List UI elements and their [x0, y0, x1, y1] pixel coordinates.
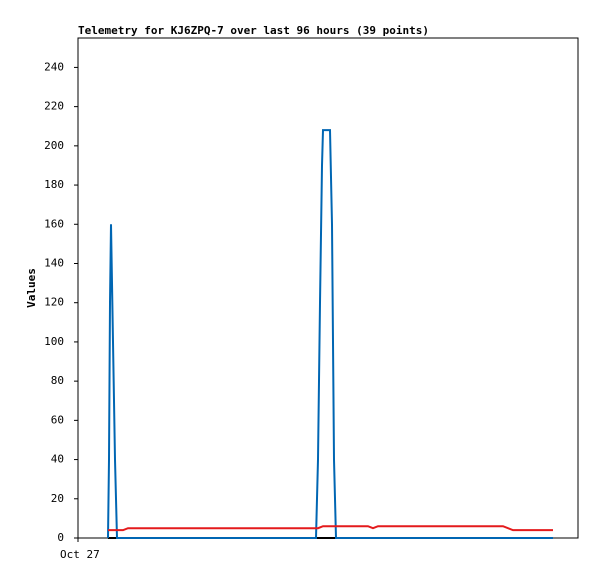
- y-tick-label: 20: [51, 492, 64, 505]
- y-tick-label: 200: [44, 139, 64, 152]
- y-tick-label: 60: [51, 413, 64, 426]
- y-tick-label: 140: [44, 256, 64, 269]
- series-line: [108, 525, 553, 532]
- x-tick-label: Oct 27: [60, 548, 100, 561]
- chart-title: Telemetry for KJ6ZPQ-7 over last 96 hour…: [78, 24, 429, 37]
- y-tick-label: 100: [44, 335, 64, 348]
- y-tick-label: 0: [57, 531, 64, 544]
- y-tick-label: 240: [44, 60, 64, 73]
- y-tick-label: 40: [51, 453, 64, 466]
- series-line: [107, 129, 553, 539]
- y-tick-label: 180: [44, 178, 64, 191]
- y-tick-label: 120: [44, 296, 64, 309]
- y-tick-label: 220: [44, 100, 64, 113]
- y-tick-label: 160: [44, 217, 64, 230]
- y-axis-label: Values: [25, 268, 38, 308]
- y-tick-label: 80: [51, 374, 64, 387]
